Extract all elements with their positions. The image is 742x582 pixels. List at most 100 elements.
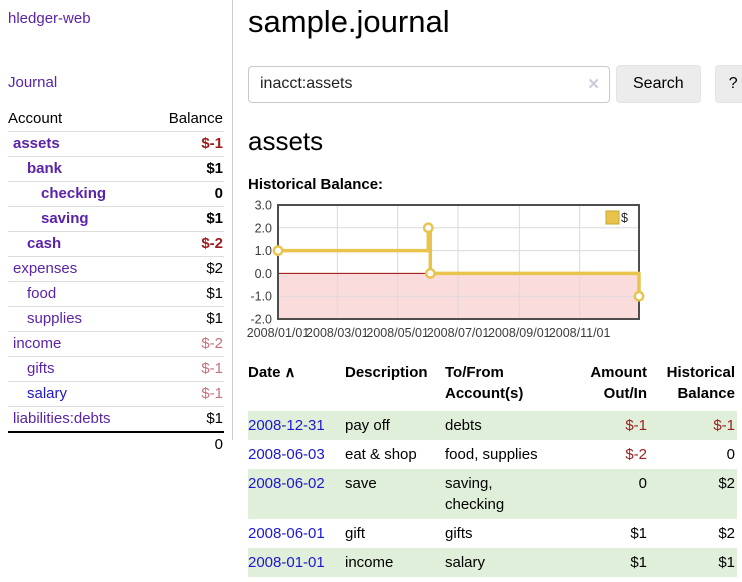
svg-text:$: $ — [621, 211, 628, 225]
account-balance: $2 — [148, 256, 224, 282]
account-row-gifts: gifts $-1 — [8, 356, 224, 382]
account-row-expenses: expenses $2 — [8, 256, 224, 282]
account-link-saving[interactable]: saving — [41, 210, 89, 227]
register-row: 2008-12-31 pay off debts $-1 $-1 — [248, 411, 737, 440]
chart-container: 3.0 2.0 1.0 0.0 -1.0 -2.0 2008/01/01 2008/03/01… — [247, 199, 738, 341]
svg-text:1.0: 1.0 — [255, 244, 272, 258]
transaction-date-link[interactable]: 2008-06-02 — [248, 475, 325, 492]
balance-column-header: Balance — [168, 110, 223, 127]
account-link-expenses[interactable]: expenses — [13, 260, 78, 277]
transaction-balance: $1 — [718, 554, 735, 571]
accounts-column-header: To/From Account(s) — [445, 364, 524, 402]
main-content: sample.journal ✕ Search ? assets Histori… — [247, 0, 742, 577]
account-row-liabilities-debts: liabilities:debts $1 — [8, 406, 224, 432]
accounts-total-value: 0 — [148, 431, 224, 457]
search-input[interactable] — [248, 65, 610, 103]
account-link-assets[interactable]: assets — [13, 135, 60, 152]
accounts-column-header: Account — [8, 110, 63, 127]
account-link-supplies[interactable]: supplies — [27, 310, 83, 327]
account-balance: $1 — [148, 281, 224, 307]
historical-balance-chart: 3.0 2.0 1.0 0.0 -1.0 -2.02008/01/012008/03/01… — [247, 199, 645, 340]
account-link-cash[interactable]: cash — [27, 235, 62, 252]
svg-text:3.0: 3.0 — [255, 199, 272, 213]
account-row-food: food $1 — [8, 281, 224, 307]
account-link-salary[interactable]: salary — [27, 385, 68, 402]
clear-search-icon[interactable]: ✕ — [587, 75, 600, 93]
svg-text:-2.0: -2.0 — [250, 313, 272, 327]
amount-column-header: Amount Out/In — [590, 364, 647, 402]
register-row: 2008-06-02 save saving, checking 0 $2 — [248, 469, 737, 519]
account-link-bank[interactable]: bank — [27, 160, 63, 177]
accounts-balance-table: Account Balance assets $-1 bank $1 check… — [8, 107, 224, 457]
transaction-date-link[interactable]: 2008-06-03 — [248, 446, 325, 463]
account-row-checking: checking 0 — [8, 181, 224, 207]
sort-ascending-icon: ∧ — [284, 364, 296, 381]
page-title: sample.journal — [248, 4, 450, 39]
account-row-supplies: supplies $1 — [8, 306, 224, 332]
transaction-amount: $-2 — [625, 446, 647, 463]
transaction-description: save — [345, 475, 377, 492]
svg-text:2008/01/01: 2008/01/01 — [247, 326, 310, 340]
account-link-income[interactable]: income — [13, 335, 62, 352]
search-form: ✕ Search ? — [248, 65, 742, 103]
account-link-food[interactable]: food — [27, 285, 57, 302]
transaction-date-link[interactable]: 2008-12-31 — [248, 417, 325, 434]
account-balance: $1 — [148, 306, 224, 332]
transaction-description: income — [345, 554, 394, 571]
transaction-date-link[interactable]: 2008-06-01 — [248, 525, 325, 542]
register-row: 2008-06-01 gift gifts $1 $2 — [248, 519, 737, 548]
search-button[interactable]: Search — [616, 65, 701, 103]
account-row-assets: assets $-1 — [8, 131, 224, 157]
sidebar-item-journal[interactable]: Journal — [8, 74, 58, 91]
account-row-income: income $-2 — [8, 331, 224, 357]
transaction-accounts: salary — [445, 554, 486, 571]
svg-text:-1.0: -1.0 — [250, 290, 272, 304]
transaction-amount: $1 — [630, 525, 647, 542]
register-header-row: Date ∧ Description To/From Account(s) Amo… — [248, 360, 737, 411]
transaction-balance: 0 — [726, 446, 735, 463]
register-row: 2008-01-01 income salary $1 $1 — [248, 548, 737, 577]
account-row-bank: bank $1 — [8, 156, 224, 182]
account-balance: $-2 — [148, 331, 224, 357]
svg-text:2008/11/01: 2008/11/01 — [549, 326, 611, 340]
transaction-description: eat & shop — [345, 446, 417, 463]
svg-text:0.0: 0.0 — [255, 267, 272, 281]
account-link-liabilities-debts[interactable]: liabilities:debts — [13, 410, 111, 427]
transaction-description: pay off — [345, 417, 390, 434]
help-button[interactable]: ? — [714, 65, 742, 103]
balance-column-header: Historical Balance — [666, 364, 735, 402]
svg-text:2008/05/01: 2008/05/01 — [366, 326, 429, 340]
transaction-accounts: debts — [445, 417, 482, 434]
account-balance: $-1 — [148, 356, 224, 382]
account-balance: 0 — [148, 181, 224, 207]
transaction-balance: $-1 — [713, 417, 735, 434]
transaction-balance: $2 — [718, 525, 735, 542]
transaction-date-link[interactable]: 2008-01-01 — [248, 554, 325, 571]
chart-title-label: Historical Balance: — [248, 176, 384, 193]
transaction-balance: $2 — [718, 475, 735, 492]
account-row-cash: cash $-2 — [8, 231, 224, 257]
transaction-accounts: gifts — [445, 525, 473, 542]
transaction-amount: $-1 — [625, 417, 647, 434]
brand-link[interactable]: hledger-web — [8, 10, 91, 27]
transaction-accounts: food, supplies — [445, 446, 538, 463]
account-page-title: assets — [248, 126, 324, 156]
account-balance: $1 — [148, 206, 224, 232]
account-balance: $1 — [148, 406, 224, 432]
account-link-checking[interactable]: checking — [41, 185, 107, 202]
account-link-gifts[interactable]: gifts — [27, 360, 55, 377]
account-balance: $1 — [148, 156, 224, 182]
svg-text:2008/03/01: 2008/03/01 — [306, 326, 369, 340]
date-column-header[interactable]: Date ∧ — [248, 364, 296, 381]
sidebar: hledger-web Journal Account Balance asse… — [0, 0, 233, 457]
account-balance: $-1 — [148, 131, 224, 157]
svg-text:2008/07/01: 2008/07/01 — [427, 326, 490, 340]
account-balance: $-2 — [148, 231, 224, 257]
account-row-salary: salary $-1 — [8, 381, 224, 407]
account-balance: $-1 — [148, 381, 224, 407]
register-table: Date ∧ Description To/From Account(s) Amo… — [248, 360, 737, 577]
register-row: 2008-06-03 eat & shop food, supplies $-2… — [248, 440, 737, 469]
accounts-total-row: 0 — [8, 431, 224, 457]
svg-text:2.0: 2.0 — [255, 221, 272, 235]
transaction-description: gift — [345, 525, 366, 542]
